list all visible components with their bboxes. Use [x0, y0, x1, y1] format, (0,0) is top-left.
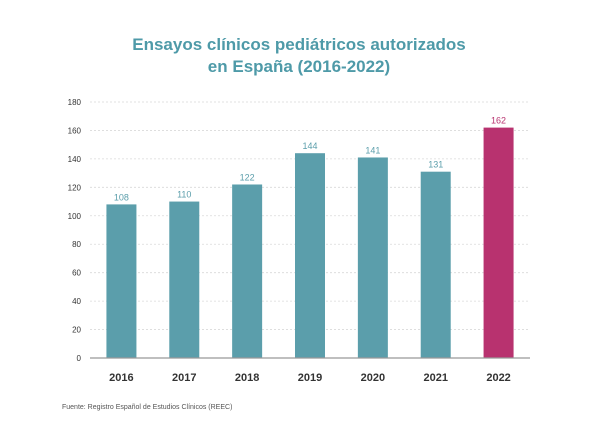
y-tick-label: 60	[72, 269, 81, 278]
chart-title: Ensayos clínicos pediátricos autorizados…	[0, 34, 598, 78]
bar	[483, 127, 514, 358]
x-tick-label: 2021	[423, 372, 447, 384]
chart-title-line-1: Ensayos clínicos pediátricos autorizados	[132, 35, 466, 54]
x-tick-label: 2018	[235, 372, 259, 384]
bar	[232, 184, 263, 358]
x-tick-label: 2016	[109, 372, 133, 384]
source-note: Fuente: Registro Español de Estudios Clí…	[62, 404, 233, 411]
x-tick-label: 2019	[298, 372, 322, 384]
y-tick-label: 120	[68, 183, 82, 192]
bar-value-label: 110	[177, 190, 191, 200]
bar-value-label: 122	[240, 172, 255, 182]
bar	[357, 157, 388, 358]
bar	[295, 153, 325, 358]
bar	[106, 204, 137, 358]
chart-title-line-2: en España (2016-2022)	[207, 57, 391, 76]
y-tick-label: 160	[68, 126, 82, 135]
y-tick-label: 180	[68, 98, 82, 107]
y-tick-label: 0	[77, 354, 82, 363]
x-tick-label: 2022	[486, 372, 510, 384]
y-tick-label: 100	[68, 212, 82, 221]
bar-value-label: 144	[302, 141, 317, 151]
y-tick-label: 20	[72, 326, 81, 335]
bar-value-label: 131	[428, 160, 443, 170]
y-tick-label: 140	[68, 155, 82, 164]
bar	[420, 171, 451, 358]
x-tick-label: 2017	[172, 372, 196, 384]
bar-value-label: 162	[491, 116, 506, 126]
bar	[169, 201, 200, 358]
bar-value-label: 108	[114, 192, 129, 202]
y-tick-label: 40	[72, 297, 81, 306]
x-tick-label: 2020	[361, 372, 385, 384]
bar-value-label: 141	[365, 145, 380, 155]
y-tick-label: 80	[72, 240, 81, 249]
